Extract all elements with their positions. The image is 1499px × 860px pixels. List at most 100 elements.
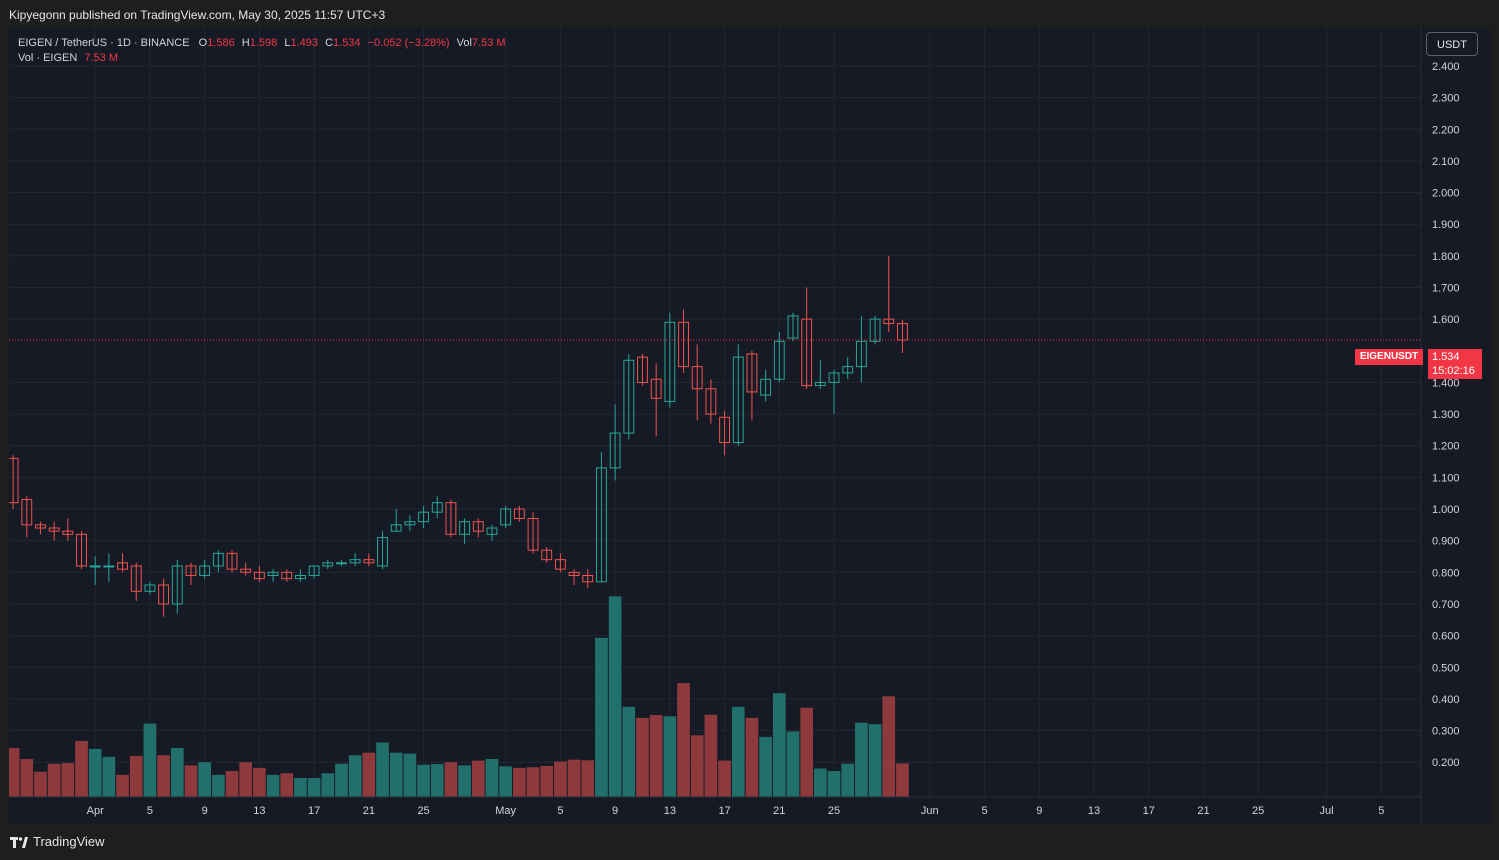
- candle-body: [828, 372, 840, 383]
- volume-bar: [239, 762, 253, 797]
- candle-body: [746, 353, 758, 393]
- y-tick-label: 1.700: [1432, 282, 1460, 294]
- candle-body: [664, 321, 676, 402]
- currency-button[interactable]: USDT: [1426, 32, 1478, 56]
- candle-body: [855, 340, 867, 368]
- volume-bar: [61, 763, 75, 797]
- candle-body: [21, 499, 33, 526]
- candle-body: [103, 565, 115, 568]
- candle-body: [267, 571, 279, 576]
- y-tick-label: 2.300: [1432, 93, 1460, 105]
- candle-body: [212, 552, 224, 567]
- volume-bar: [211, 774, 225, 797]
- candle: [9, 455, 19, 510]
- x-tick-label: May: [495, 805, 516, 817]
- candle-body: [349, 559, 361, 564]
- x-tick-label: 25: [828, 805, 840, 817]
- volume-bar: [102, 756, 116, 797]
- candle-body: [500, 508, 512, 526]
- y-tick-label: 0.500: [1432, 662, 1460, 674]
- candle-body: [9, 457, 19, 504]
- high-label: H: [241, 37, 250, 49]
- y-tick-label: 2.000: [1432, 188, 1460, 200]
- candle: [814, 360, 826, 389]
- candle-body: [541, 549, 553, 561]
- volume-bar: [526, 767, 540, 797]
- candle: [377, 531, 388, 570]
- candle-body: [705, 388, 717, 415]
- candle-body: [390, 524, 402, 532]
- y-tick-label: 1.900: [1432, 219, 1460, 231]
- candle: [554, 553, 566, 573]
- candle: [76, 531, 87, 570]
- candle: [48, 521, 60, 541]
- candle: [828, 369, 840, 415]
- volume-bar: [362, 752, 376, 797]
- candle-body: [883, 318, 895, 325]
- volume-bar: [170, 747, 184, 797]
- change-value: −0.052 (−3.28%): [367, 37, 450, 49]
- x-tick-label: 9: [612, 805, 618, 817]
- candle-body: [418, 511, 429, 523]
- candle: [801, 287, 813, 389]
- y-tick-label: 0.900: [1432, 536, 1460, 548]
- volume-bar: [745, 717, 759, 797]
- volume-bar: [20, 759, 34, 797]
- volume-bar: [471, 760, 485, 797]
- x-tick-label: 5: [147, 805, 153, 817]
- volume-bar: [444, 762, 458, 797]
- candle: [158, 578, 170, 617]
- candle-body: [596, 467, 607, 583]
- candle-body: [459, 521, 471, 535]
- volume-bar: [772, 693, 786, 797]
- volume-bar: [184, 765, 198, 797]
- candle-body: [62, 530, 74, 535]
- candle-body: [89, 565, 101, 568]
- x-tick-label: 9: [1036, 805, 1042, 817]
- x-tick-label: Jul: [1320, 805, 1334, 817]
- x-tick-label: 25: [417, 805, 429, 817]
- open-value: 1.586: [207, 37, 235, 49]
- volume-bar: [198, 762, 211, 797]
- volume-bar: [581, 760, 595, 797]
- close-value: 1.534: [333, 37, 361, 49]
- candle-body: [445, 502, 457, 535]
- volume-bar: [280, 773, 294, 797]
- y-tick-label: 1.800: [1432, 251, 1460, 263]
- candle: [883, 255, 895, 332]
- volume-bar: [567, 759, 581, 797]
- price-chart[interactable]: 2.400 2.300 2.200 2.100 2.000 1.900 1.800 1.700…: [9, 28, 1491, 825]
- x-tick-label: 5: [557, 805, 563, 817]
- chart-frame[interactable]: 2.400 2.300 2.200 2.100 2.000 1.900 1.800 1.700…: [9, 28, 1491, 825]
- candle: [212, 550, 224, 573]
- volume-bar: [882, 696, 896, 797]
- tradingview-logo[interactable]: TradingView: [10, 834, 105, 849]
- volume-bar: [143, 723, 157, 797]
- y-tick-label: 1.100: [1432, 472, 1460, 484]
- candle: [609, 404, 621, 481]
- volume-bar: [116, 774, 129, 797]
- candle-body: [801, 318, 813, 387]
- volume-bar: [403, 753, 417, 797]
- volume-indicator-label: Vol · EIGEN: [18, 52, 78, 64]
- volume-bar: [622, 706, 636, 797]
- last-price-label: 1.534 15:02:16: [1428, 349, 1482, 379]
- volume-indicator-value: 7.53 M: [84, 52, 118, 64]
- candle-body: [199, 565, 211, 576]
- candle: [226, 550, 238, 573]
- candle: [582, 569, 594, 589]
- volume-bar: [417, 764, 430, 797]
- y-tick-label: 1.300: [1432, 409, 1460, 421]
- candle-body: [431, 502, 443, 513]
- candle: [650, 363, 662, 437]
- top-bar: Kipyegonn published on TradingView.com, …: [0, 0, 1499, 28]
- volume-bar: [704, 714, 718, 797]
- candle: [240, 562, 252, 576]
- volume-bar: [88, 748, 102, 797]
- volume-bar: [814, 768, 827, 797]
- volume-bar: [157, 755, 170, 797]
- volume-bar: [896, 763, 909, 797]
- y-tick-label: 1.400: [1432, 377, 1460, 389]
- candle-body: [582, 574, 594, 583]
- candle: [596, 452, 607, 583]
